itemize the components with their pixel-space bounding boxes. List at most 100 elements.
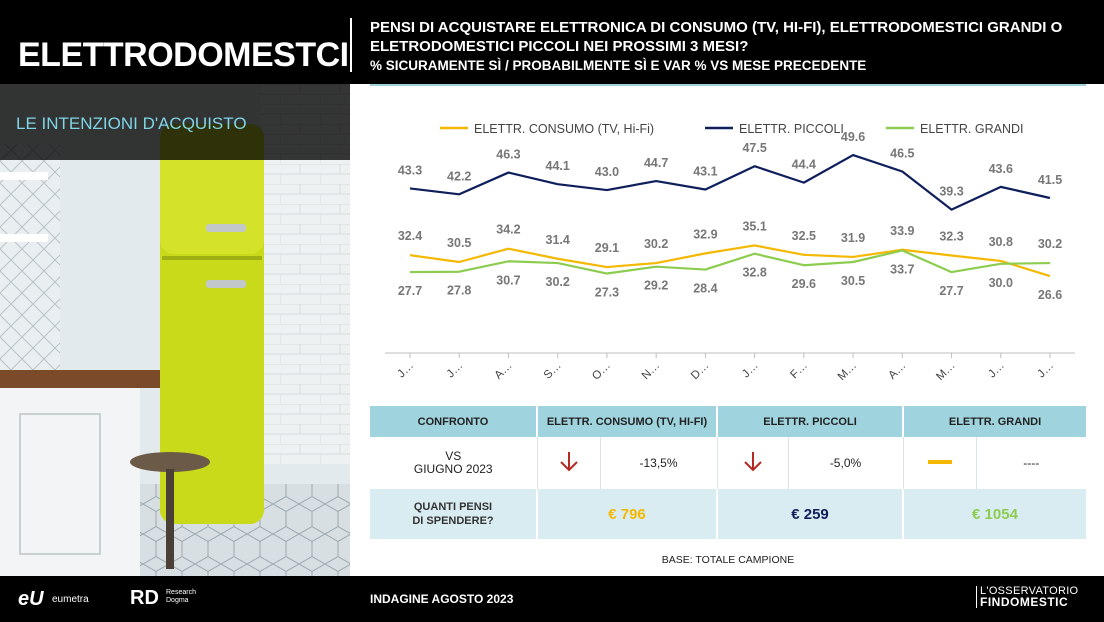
data-label: 31.4 — [546, 233, 570, 247]
data-label: 46.3 — [496, 148, 520, 162]
x-tick-label: J… — [395, 360, 416, 381]
spend-label-line2: DI SPENDERE? — [412, 515, 494, 527]
data-label: 30.2 — [644, 237, 668, 251]
spend-consumo: € 796 — [537, 489, 718, 539]
footer-bar — [0, 576, 1104, 622]
data-label: 26.6 — [1038, 288, 1062, 302]
data-label: 41.5 — [1038, 173, 1062, 187]
osservatorio-logo-line1: L'OSSERVATORIO — [980, 585, 1079, 597]
grandi-trend-cell — [903, 437, 977, 489]
x-tick-label: M… — [934, 360, 957, 383]
header-piccoli: ELETTR. PICCOLI — [717, 406, 904, 437]
consumo-change: -13,5% — [600, 437, 718, 489]
section-banner — [0, 84, 350, 160]
research-dogma-logo: RD — [130, 587, 159, 609]
vs-label-line1: VS — [445, 449, 462, 463]
series-line — [409, 244, 1051, 278]
vs-label-line2: GIUGNO 2023 — [413, 462, 493, 476]
dash-icon — [927, 460, 952, 464]
series-line — [409, 153, 1051, 211]
data-label: 32.5 — [792, 229, 816, 243]
data-label: 43.3 — [398, 163, 422, 177]
research-dogma-logo-text: Research Dogma — [166, 589, 196, 604]
consumo-trend-cell — [537, 437, 601, 489]
page-title: ELETTRODOMESTCI — [18, 36, 349, 74]
x-tick-label: J… — [1035, 360, 1056, 381]
x-tick-label: J… — [740, 360, 761, 381]
x-tick-label: D… — [689, 360, 711, 382]
data-label: 47.5 — [742, 141, 766, 155]
x-tick-label: A… — [886, 360, 908, 382]
data-label: 27.7 — [398, 284, 422, 298]
data-label: 30.5 — [447, 236, 471, 250]
data-label: 29.2 — [644, 279, 668, 293]
data-label: 32.4 — [398, 229, 422, 243]
base-note: BASE: TOTALE CAMPIONE — [661, 554, 795, 566]
x-tick-label: J… — [986, 360, 1007, 381]
data-label: 43.0 — [595, 165, 619, 179]
spend-grandi: € 1054 — [903, 489, 1086, 539]
survey-date: INDAGINE AGOSTO 2023 — [370, 592, 514, 606]
x-tick-label: O… — [590, 360, 613, 383]
data-label: 31.9 — [841, 231, 865, 245]
data-label: 27.7 — [939, 284, 963, 298]
table-header-row: CONFRONTO ELETTR. CONSUMO (TV, HI-FI) EL… — [370, 406, 1086, 437]
grandi-change: ---- — [1023, 456, 1040, 470]
data-label: 49.6 — [841, 130, 865, 144]
x-tick-label: A… — [493, 360, 515, 382]
data-label: 29.6 — [792, 277, 816, 291]
header-grandi: ELETTR. GRANDI — [903, 406, 1086, 437]
data-label: 30.5 — [841, 274, 865, 288]
down-arrow-icon — [559, 451, 578, 471]
data-label: 39.3 — [939, 185, 963, 199]
x-tick-label: J… — [445, 360, 466, 381]
piccoli-trend-cell — [717, 437, 789, 489]
data-label: 30.0 — [989, 276, 1013, 290]
data-label: 30.2 — [1038, 237, 1062, 251]
data-label: 30.7 — [496, 273, 520, 287]
data-label: 35.1 — [742, 219, 766, 233]
data-label: 27.3 — [595, 286, 619, 300]
eumetra-logo: eU — [18, 588, 44, 610]
osservatorio-logo: L'OSSERVATORIO FINDOMESTIC — [976, 586, 1078, 608]
data-label: 43.6 — [989, 162, 1013, 176]
data-label: 30.2 — [546, 275, 570, 289]
table-row-spend: QUANTI PENSI DI SPENDERE? € 796 € 259 € … — [370, 489, 1086, 539]
data-label: 33.9 — [890, 224, 914, 238]
header-confronto: CONFRONTO — [370, 406, 538, 437]
data-label: 44.4 — [792, 158, 816, 172]
piccoli-change: -5,0% — [788, 437, 904, 489]
kitchen-image: LE INTENZIONI D'ACQUISTO — [0, 84, 350, 576]
data-label: 44.1 — [546, 159, 570, 173]
survey-subquestion: % SICURAMENTE SÌ / PROBABILMENTE SÌ E VA… — [370, 58, 867, 73]
legend-label: ELETTR. PICCOLI — [739, 122, 844, 136]
title-divider — [350, 18, 352, 72]
x-tick-label: N… — [640, 360, 662, 382]
data-label: 28.4 — [693, 282, 717, 296]
comparison-table: CONFRONTO ELETTR. CONSUMO (TV, HI-FI) EL… — [370, 406, 1086, 539]
data-label: 32.3 — [939, 230, 963, 244]
vs-label: VS GIUGNO 2023 — [370, 437, 538, 489]
data-label: 44.7 — [644, 156, 668, 170]
data-label: 32.8 — [742, 266, 766, 280]
data-label: 42.2 — [447, 169, 471, 183]
spend-piccoli: € 259 — [717, 489, 904, 539]
series-line — [409, 249, 1051, 275]
x-tick-label: F… — [788, 360, 810, 382]
header-consumo: ELETTR. CONSUMO (TV, HI-FI) — [537, 406, 718, 437]
spend-label: QUANTI PENSI DI SPENDERE? — [370, 489, 538, 539]
down-arrow-icon — [743, 451, 762, 471]
table-row-vs: VS GIUGNO 2023 -13,5% -5,0% ---- — [370, 437, 1086, 489]
survey-question: PENSI DI ACQUISTARE ELETTRONICA DI CONSU… — [370, 19, 1063, 55]
eumetra-logo-text: eumetra — [52, 594, 89, 605]
x-tick-label: S… — [542, 360, 564, 382]
section-title: LE INTENZIONI D'ACQUISTO — [16, 114, 247, 133]
data-label: 30.8 — [989, 235, 1013, 249]
osservatorio-logo-line2: FINDOMESTIC — [980, 595, 1069, 609]
data-label: 27.8 — [447, 284, 471, 298]
data-label: 32.9 — [693, 227, 717, 241]
spend-label-line1: QUANTI PENSI — [413, 501, 493, 513]
data-label: 33.7 — [890, 262, 914, 276]
data-label: 46.5 — [890, 147, 914, 161]
chart-top-rule — [370, 84, 1086, 86]
